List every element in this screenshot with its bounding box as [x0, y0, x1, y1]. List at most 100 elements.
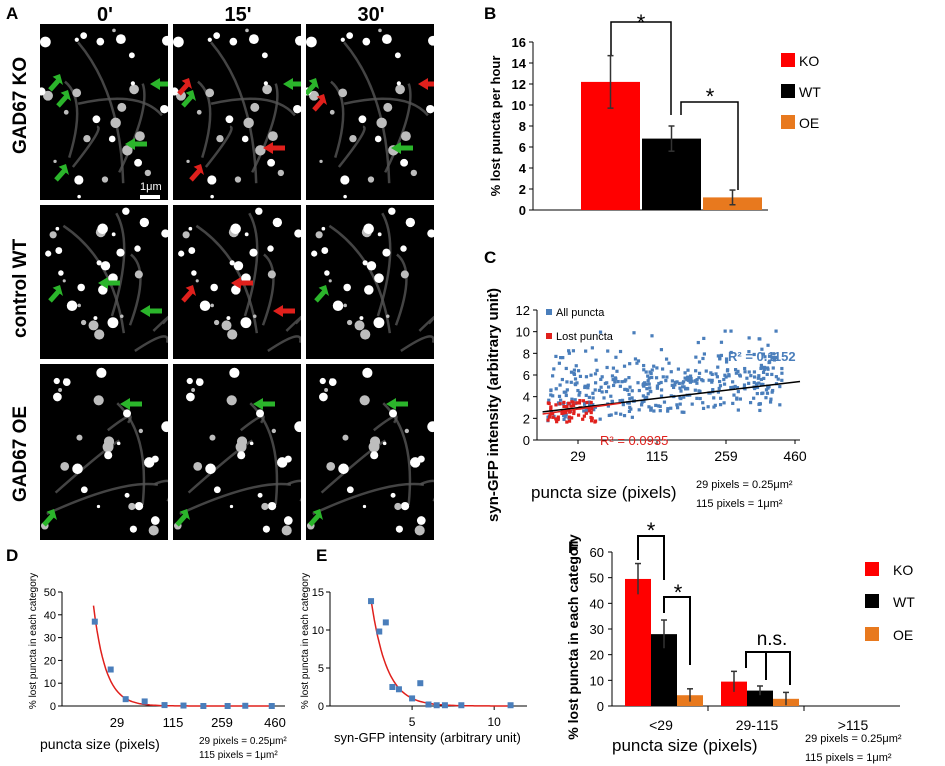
punctum	[256, 409, 264, 418]
c-point-all	[736, 390, 740, 394]
d-point	[180, 702, 187, 709]
c-point-all	[650, 334, 654, 338]
punctum	[400, 501, 410, 511]
punctum	[324, 388, 329, 392]
punctum	[295, 35, 301, 46]
neurite	[54, 439, 121, 494]
c-point-all	[769, 397, 773, 401]
punctum	[244, 232, 249, 237]
punctum	[343, 194, 347, 199]
c-point-all	[619, 412, 623, 416]
f-y-tick-label: 60	[590, 545, 604, 560]
f-significance-bracket	[745, 651, 767, 680]
e-x-tick-label: 5	[409, 715, 416, 729]
c-point-all	[694, 355, 698, 359]
c-note-1: 29 pixels = 0.25μm²	[696, 479, 793, 491]
punctum	[374, 273, 384, 283]
punctum	[257, 492, 263, 498]
c-point-all	[682, 385, 686, 389]
b-y-tick-label: 16	[512, 35, 526, 50]
punctum	[191, 270, 197, 276]
arrow-marker	[253, 398, 275, 410]
c-point-all	[661, 375, 665, 379]
c-point-lost	[593, 420, 597, 424]
c-point-all	[646, 392, 650, 396]
c-point-lost	[561, 411, 566, 415]
punctum	[321, 226, 326, 231]
punctum	[329, 378, 333, 382]
c-point-all	[694, 369, 698, 373]
c-point-all	[561, 356, 565, 360]
punctum	[72, 463, 83, 475]
punctum	[161, 229, 168, 238]
c-point-all	[572, 372, 577, 377]
c-point-lost	[567, 415, 571, 419]
punctum	[213, 319, 220, 326]
punctum	[321, 247, 329, 254]
punctum	[134, 501, 144, 511]
c-point-all	[768, 400, 773, 404]
e-point	[441, 702, 448, 709]
c-point-all	[696, 340, 700, 345]
c-point-all	[767, 354, 772, 358]
c-point-lost	[569, 404, 573, 408]
c-point-all	[569, 370, 574, 374]
neurite	[337, 125, 366, 168]
c-point-all	[743, 370, 747, 374]
c-point-all	[714, 372, 718, 376]
punctum	[55, 226, 60, 231]
c-point-all	[659, 394, 664, 398]
c-point-all	[766, 367, 770, 371]
arrow-marker	[263, 142, 285, 154]
c-point-all	[679, 389, 683, 393]
punctum	[342, 434, 349, 441]
neurite	[116, 402, 146, 505]
c-point-all	[702, 336, 706, 341]
c-point-all	[654, 376, 659, 380]
c-point-lost	[546, 401, 550, 405]
c-point-all	[765, 391, 770, 395]
d-point	[224, 703, 231, 709]
c-point-all	[712, 396, 716, 400]
c-point-all	[587, 395, 591, 399]
c-point-all	[586, 386, 590, 390]
punctum	[294, 421, 301, 433]
d-x-tick-label: 115	[163, 715, 184, 730]
c-point-all	[731, 401, 735, 406]
punctum	[205, 463, 216, 475]
micrograph-image	[306, 367, 434, 536]
c-point-all	[642, 363, 646, 368]
punctum	[101, 176, 109, 183]
c-point-all	[593, 388, 597, 392]
punctum	[49, 231, 57, 239]
neurite	[261, 253, 275, 326]
c-x-axis-label: puncta size (pixels)	[531, 483, 677, 502]
c-point-all	[722, 401, 726, 405]
c-point-all	[678, 386, 682, 390]
c-point-all	[646, 374, 650, 378]
c-point-all	[676, 367, 681, 371]
c-point-all	[683, 371, 687, 375]
c-point-all	[718, 384, 723, 388]
f-significance-bracket	[663, 596, 691, 665]
punctum	[88, 320, 99, 331]
e-y-tick-label: 15	[312, 587, 324, 599]
punctum	[188, 247, 196, 254]
c-point-all	[547, 398, 551, 402]
arrow-marker	[312, 94, 327, 112]
c-point-all	[706, 405, 710, 409]
c-point-all	[562, 413, 566, 418]
c-point-all	[707, 378, 711, 382]
punctum	[135, 131, 145, 142]
c-point-all	[666, 409, 670, 413]
punctum	[162, 35, 168, 46]
arrow-marker	[56, 90, 71, 108]
c-point-all	[729, 329, 733, 333]
c-point-all	[670, 383, 674, 387]
punctum	[186, 377, 193, 385]
c-point-all	[686, 368, 690, 372]
c-point-all	[757, 381, 761, 385]
punctum	[400, 245, 407, 252]
c-point-all	[756, 376, 760, 380]
c-point-all	[752, 352, 756, 357]
